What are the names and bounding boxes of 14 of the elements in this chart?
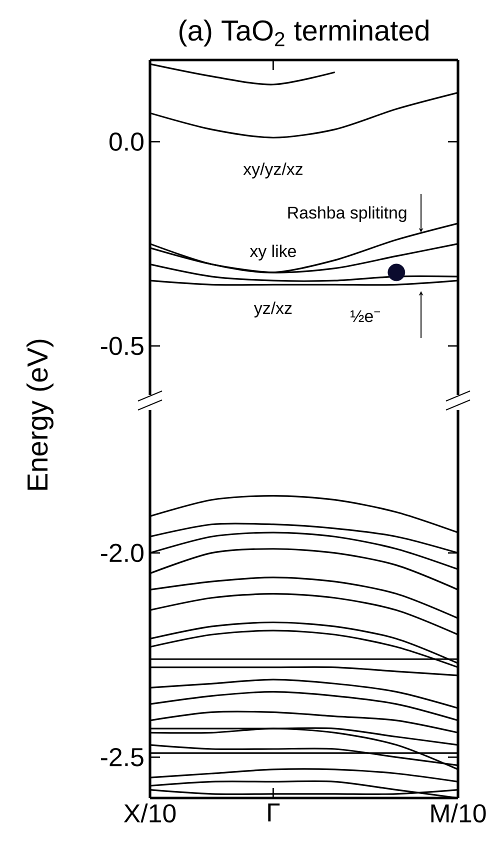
y-axis-title: Energy (eV): [26, 340, 54, 490]
x-tick-label: M/10: [431, 804, 486, 823]
annotation: ½e$^{−}$: [350, 310, 380, 322]
x-tick-label: Γ: [268, 804, 280, 822]
chart-title: (a) TaO$_{2}$ terminated: [180, 20, 428, 46]
y-tick-label: -0.5: [101, 336, 144, 356]
annotation: yz/xz: [254, 302, 292, 318]
annotation: Rashba splititng: [288, 206, 406, 222]
x-tick-label: X/10: [124, 804, 176, 823]
annotation: xy/yz/xz: [243, 162, 302, 178]
y-tick-label: 0.0: [109, 132, 144, 151]
y-tick-label: -2.0: [101, 544, 144, 562]
annotation: xy like: [250, 244, 296, 261]
y-tick-label: -2.5: [101, 748, 144, 766]
